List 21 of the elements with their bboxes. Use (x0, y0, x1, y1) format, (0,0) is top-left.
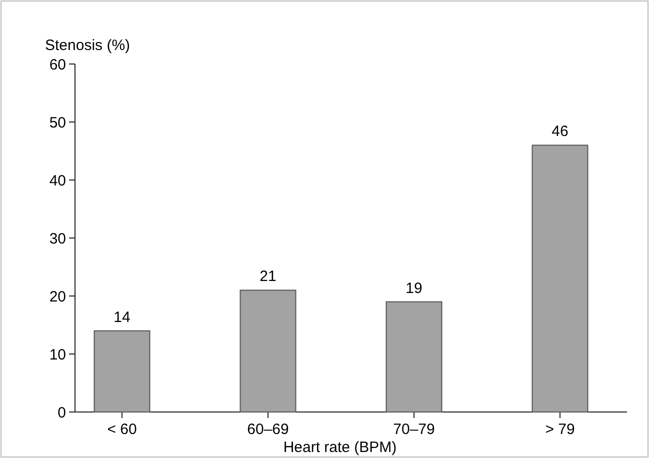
y-tick-label: 0 (58, 404, 66, 422)
y-axis-title: Stenosis (%) (45, 37, 130, 54)
data-label: 14 (114, 308, 130, 326)
x-tick-label: 70–79 (393, 421, 435, 438)
data-label: 19 (406, 280, 422, 297)
bar (532, 144, 588, 412)
data-label: 21 (260, 268, 276, 286)
y-tick-label: 40 (49, 172, 66, 190)
y-tick-label: 30 (49, 230, 66, 248)
x-tick-label: 60–69 (247, 421, 289, 438)
y-tick-label: 20 (49, 288, 66, 306)
bar (240, 290, 296, 412)
y-tick-label: 50 (49, 114, 66, 132)
x-axis-title: Heart rate (BPM) (283, 439, 397, 456)
y-tick-label: 60 (49, 56, 66, 74)
data-label: 46 (552, 123, 568, 140)
y-tick-label: 10 (49, 346, 66, 364)
bar (386, 301, 442, 412)
x-tick-label: < 60 (107, 421, 137, 438)
bar (94, 330, 150, 412)
x-tick-label: > 79 (545, 421, 575, 438)
